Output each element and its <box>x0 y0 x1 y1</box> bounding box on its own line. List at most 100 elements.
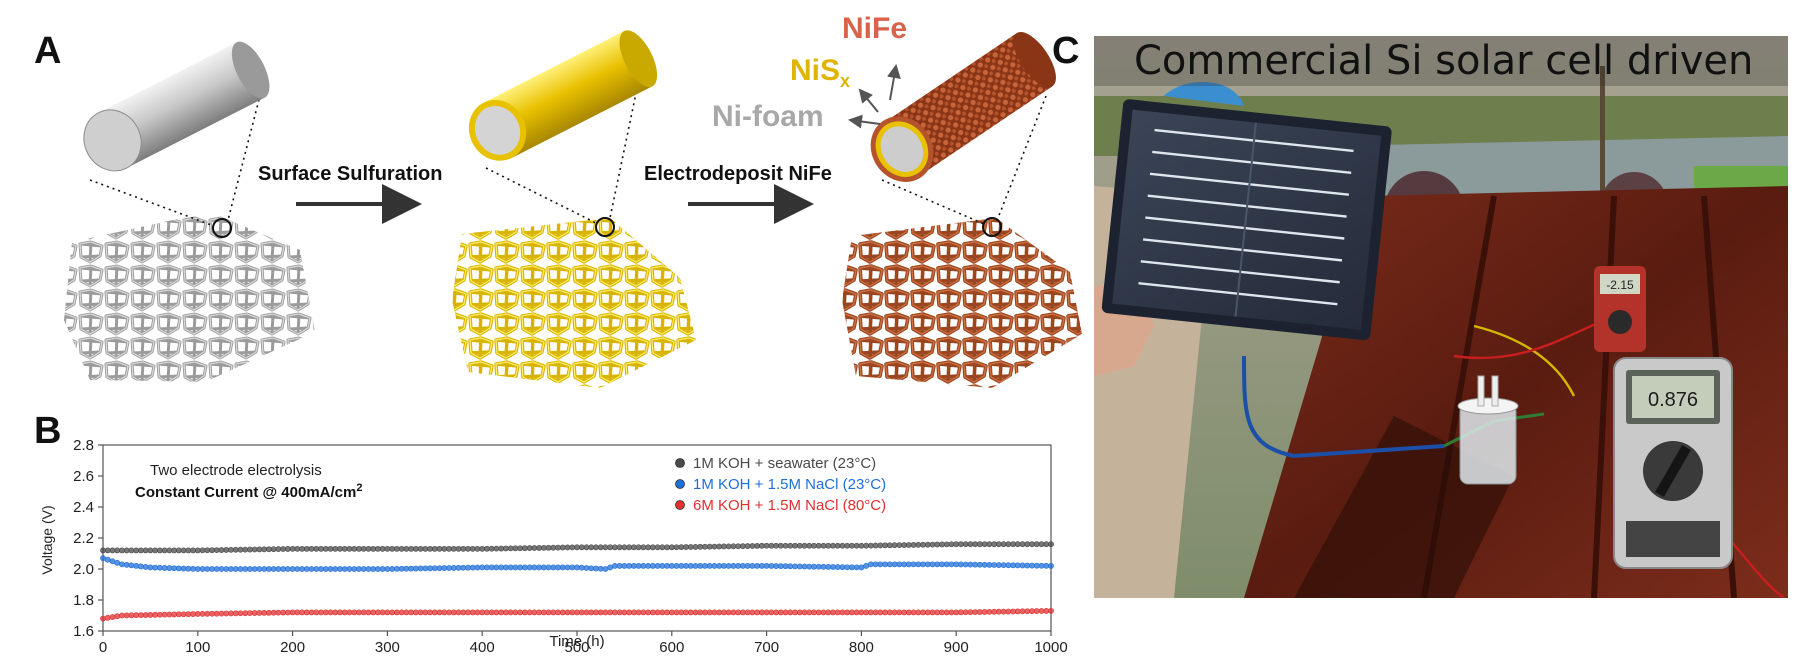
series-point <box>1029 608 1035 615</box>
series-point <box>521 609 528 616</box>
series-point <box>754 562 761 569</box>
zoom-line <box>881 179 985 225</box>
series-point <box>877 561 884 568</box>
legend-entry: 1M KOH + 1.5M NaCl (23°C) <box>693 476 886 493</box>
y-axis-title: Voltage (V) <box>39 505 55 574</box>
series-point <box>569 564 576 571</box>
series-point <box>867 542 874 549</box>
series-point <box>247 566 253 572</box>
series-point <box>313 545 320 552</box>
series-point <box>356 566 362 572</box>
series-point <box>493 564 500 571</box>
series-point <box>1038 541 1045 548</box>
series-point <box>659 609 666 616</box>
series-point <box>569 609 576 616</box>
legend-marker <box>675 458 685 468</box>
series-point <box>422 545 429 552</box>
series-point <box>375 566 381 572</box>
nis-rod <box>468 30 658 161</box>
series-point <box>223 566 230 572</box>
series-point <box>265 546 272 553</box>
series-point <box>270 609 277 616</box>
series-point <box>190 611 196 617</box>
large-meter-display <box>1632 376 1714 418</box>
series-point <box>531 609 538 616</box>
series-point <box>758 609 765 616</box>
series-point <box>597 609 604 616</box>
series-point <box>1010 562 1016 569</box>
series-point <box>811 609 817 616</box>
series-point <box>1019 608 1026 615</box>
y-tick-label: 1.8 <box>73 592 94 609</box>
series-point <box>621 609 628 616</box>
series-point <box>360 545 367 552</box>
series-point <box>370 545 377 552</box>
x-axis-title: Time (h) <box>549 633 604 650</box>
series-point <box>104 614 111 621</box>
series-point <box>721 562 727 569</box>
series-point <box>209 610 215 617</box>
series-point <box>967 609 974 616</box>
series-point <box>977 541 983 548</box>
panel-shadow <box>1294 416 1514 598</box>
series-point <box>455 545 462 552</box>
series-point <box>446 545 452 552</box>
series-point <box>991 562 998 568</box>
series-point <box>564 544 571 551</box>
series-point <box>408 545 414 552</box>
series-point <box>389 566 396 572</box>
layer-arrow <box>887 64 901 101</box>
series-point <box>194 611 201 617</box>
series-point <box>578 564 585 571</box>
photo-caption: Commercial Si solar cell driven <box>1134 38 1754 84</box>
series-point <box>398 565 405 572</box>
series-point <box>460 609 467 616</box>
series-point <box>607 609 614 616</box>
series-point <box>697 609 704 616</box>
series-point <box>981 609 988 615</box>
series-point <box>412 565 419 572</box>
series-point <box>175 565 182 572</box>
series-point <box>792 542 798 549</box>
zoom-line <box>485 167 599 225</box>
series-point <box>844 609 851 616</box>
series-point <box>138 547 144 554</box>
series-point <box>995 608 1002 615</box>
series-point <box>995 541 1002 548</box>
series-point <box>910 561 917 568</box>
series-point <box>1043 541 1050 548</box>
series-point <box>213 547 220 553</box>
series-point <box>574 564 580 571</box>
series-point <box>327 609 334 616</box>
series-point <box>716 543 723 550</box>
series-point <box>337 609 343 616</box>
table-plank-gap <box>1591 195 1617 598</box>
electrode <box>1491 375 1499 407</box>
series-point <box>175 547 182 554</box>
series-point <box>768 609 775 616</box>
series-point <box>294 609 301 616</box>
series-point <box>915 609 922 616</box>
series-point <box>327 566 334 572</box>
series-point <box>365 545 372 552</box>
series-point <box>389 609 396 616</box>
series-point <box>635 544 642 551</box>
series-point <box>943 609 950 616</box>
series-point <box>678 544 685 551</box>
series-point <box>375 609 381 616</box>
series-point <box>465 545 471 552</box>
series-point <box>256 610 263 616</box>
series-point <box>431 609 438 616</box>
series-point <box>299 545 305 552</box>
series-point <box>242 566 249 572</box>
series-point <box>986 561 993 568</box>
series-point <box>559 609 566 616</box>
series-point <box>953 609 960 616</box>
series-point <box>849 609 855 616</box>
series-point <box>303 609 310 616</box>
series-point <box>308 566 315 572</box>
series-point <box>337 566 343 572</box>
series-point <box>119 547 125 554</box>
annotation-line2: Constant Current @ 400mA/cm2 <box>135 482 362 501</box>
